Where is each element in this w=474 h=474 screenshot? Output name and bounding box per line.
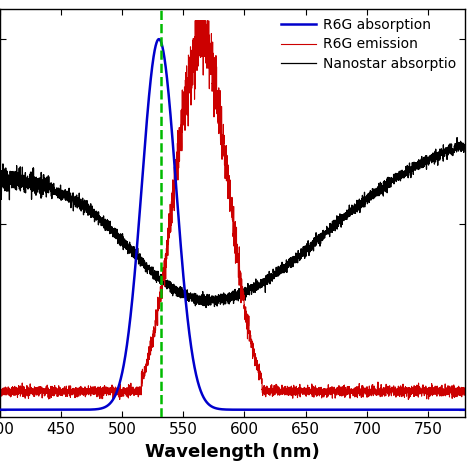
- R6G emission: [163, 276, 169, 282]
- R6G absorption: [163, 65, 169, 71]
- Nanostar absorptio: [381, 180, 387, 186]
- R6G absorption: [415, 407, 421, 412]
- R6G emission: [209, 62, 215, 67]
- Nanostar absorptio: [454, 135, 460, 140]
- R6G emission: [267, 389, 273, 395]
- Line: Nanostar absorptio: Nanostar absorptio: [0, 137, 465, 308]
- R6G emission: [462, 388, 467, 393]
- Nanostar absorptio: [462, 143, 467, 148]
- X-axis label: Wavelength (nm): Wavelength (nm): [145, 443, 319, 461]
- R6G emission: [192, 18, 198, 23]
- R6G absorption: [0, 407, 3, 412]
- R6G absorption: [462, 407, 467, 412]
- Nanostar absorptio: [267, 274, 273, 280]
- R6G emission: [398, 383, 403, 389]
- R6G emission: [381, 390, 387, 395]
- R6G emission: [415, 394, 421, 400]
- R6G emission: [0, 392, 3, 398]
- R6G absorption: [267, 407, 273, 412]
- Nanostar absorptio: [209, 299, 215, 305]
- Legend: R6G absorption, R6G emission, Nanostar absorptio: R6G absorption, R6G emission, Nanostar a…: [276, 12, 462, 76]
- Nanostar absorptio: [398, 169, 403, 175]
- Line: R6G absorption: R6G absorption: [0, 39, 465, 410]
- Nanostar absorptio: [0, 177, 3, 182]
- R6G absorption: [156, 36, 162, 42]
- R6G emission: [406, 397, 411, 402]
- R6G absorption: [209, 404, 215, 410]
- Nanostar absorptio: [163, 277, 169, 283]
- R6G absorption: [381, 407, 387, 412]
- Nanostar absorptio: [415, 160, 421, 166]
- Nanostar absorptio: [203, 305, 209, 310]
- R6G absorption: [398, 407, 403, 412]
- Line: R6G emission: R6G emission: [0, 20, 465, 400]
